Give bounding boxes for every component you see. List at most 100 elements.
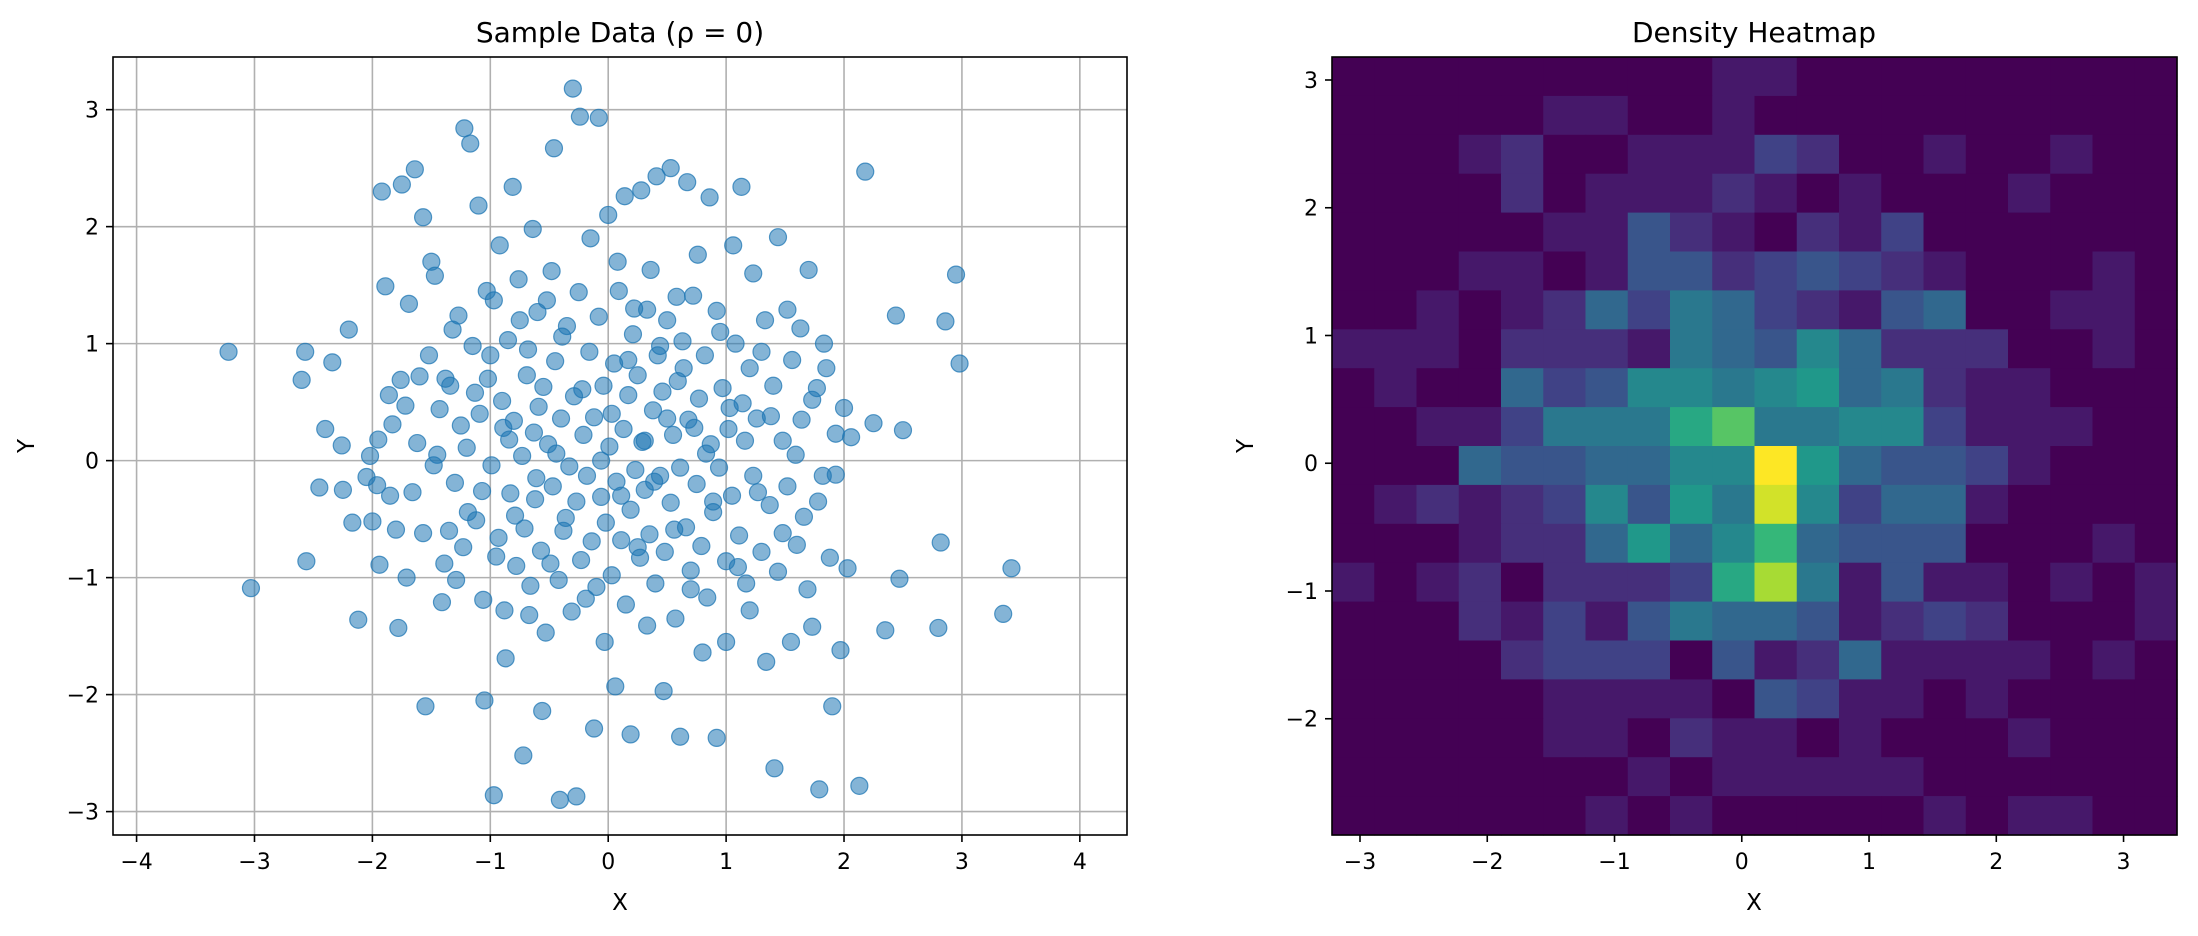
scatter-panel: −4 −3 −2 −1 0 1 2 3 4 −3 −2 −1 0 1 2 3 Sample Data (ρ =… xyxy=(14,16,1128,916)
heatmap-cell xyxy=(1965,251,2009,291)
heatmap-cell xyxy=(1712,601,1756,642)
scatter-point xyxy=(791,319,810,338)
heatmap-cell xyxy=(2008,95,2051,136)
scatter-tick-label-y: −3 xyxy=(67,801,99,826)
scatter-point xyxy=(698,588,717,607)
heatmap-cell xyxy=(1881,718,1925,758)
heatmap-cell xyxy=(1501,368,1544,408)
scatter-point xyxy=(399,294,419,313)
scatter-point xyxy=(391,370,410,389)
scatter-point xyxy=(413,524,433,543)
heatmap-cell xyxy=(1627,134,1671,175)
heatmap-cell xyxy=(1839,484,1882,525)
scatter-point xyxy=(370,555,389,574)
heatmap-cell xyxy=(1712,251,1756,291)
heatmap-cell xyxy=(1501,95,1544,136)
heatmap-cell xyxy=(2008,212,2051,253)
scatter-point xyxy=(376,277,395,296)
heatmap-cell xyxy=(1923,757,1967,797)
heatmap-cell xyxy=(1881,212,1925,253)
scatter-point xyxy=(646,574,665,593)
heatmap-cell xyxy=(2050,679,2094,719)
heatmap-cell xyxy=(2008,329,2051,369)
heatmap-cell xyxy=(1712,290,1756,330)
heatmap-panel: −3 −2 −1 0 1 2 3 −2 −1 0 1 2 3 Density Heatmap X Y xyxy=(1233,16,2178,916)
heatmap-cell xyxy=(1543,95,1587,136)
heatmap-cell xyxy=(2134,562,2178,603)
heatmap-cell xyxy=(1332,95,1375,136)
scatter-point xyxy=(781,632,801,652)
scatter-point xyxy=(372,182,391,201)
scatter-point xyxy=(841,428,861,447)
heatmap-cell xyxy=(1543,757,1587,797)
scatter-point xyxy=(650,466,670,485)
scatter-point xyxy=(834,398,854,418)
heatmap-cell xyxy=(1965,290,2009,330)
heatmap-cell xyxy=(1332,446,1375,486)
scatter-tick-label-x: 1 xyxy=(719,850,733,875)
scatter-point xyxy=(820,548,839,567)
heatmap-cell xyxy=(1670,212,1713,253)
scatter-point xyxy=(562,602,581,621)
scatter-x-axis-label: X xyxy=(612,890,628,916)
heatmap-cell xyxy=(1374,562,1418,603)
scatter-point xyxy=(641,260,660,280)
scatter-point xyxy=(773,524,792,543)
heatmap-cell xyxy=(1754,368,1798,408)
scatter-point xyxy=(931,533,950,552)
heatmap-cell xyxy=(1923,523,1967,564)
scatter-point xyxy=(587,577,606,597)
scatter-point xyxy=(482,456,501,475)
scatter-point xyxy=(472,481,492,501)
heatmap-cell xyxy=(1754,446,1798,486)
heatmap-cell xyxy=(1416,562,1460,603)
heatmap-cell xyxy=(1923,796,1967,836)
heatmap-cell xyxy=(1712,368,1756,408)
heatmap-cell xyxy=(1585,212,1629,253)
heatmap-cell xyxy=(2008,407,2051,447)
heatmap-cell xyxy=(1543,446,1587,486)
scatter-point xyxy=(584,408,604,427)
heatmap-cell xyxy=(2008,446,2051,486)
heatmap-cell xyxy=(1923,640,1967,680)
heatmap-cell xyxy=(2134,484,2178,525)
heatmap-cell xyxy=(1712,57,1756,97)
scatter-point xyxy=(614,419,633,439)
heatmap-cell xyxy=(1881,290,1925,330)
heatmap-cell xyxy=(1458,290,1502,330)
scatter-point xyxy=(864,414,883,433)
heatmap-cell xyxy=(1712,173,1756,214)
scatter-tick-label-x: 2 xyxy=(837,850,851,875)
scatter-point xyxy=(709,458,729,477)
heatmap-cell xyxy=(1458,212,1502,253)
heatmap-cell xyxy=(1585,290,1629,330)
heatmap-cell xyxy=(2092,562,2136,603)
heatmap-cell xyxy=(1627,484,1671,525)
heatmap-cell xyxy=(1839,368,1882,408)
heatmap-cell xyxy=(2050,251,2094,291)
heatmap-cell xyxy=(2134,134,2178,175)
scatter-point xyxy=(343,513,362,532)
scatter-point xyxy=(569,283,588,302)
heatmap-cell xyxy=(1754,407,1798,447)
heatmap-cell xyxy=(1712,484,1756,525)
scatter-point xyxy=(455,119,474,138)
scatter-point xyxy=(814,334,834,353)
scatter-point xyxy=(688,245,707,264)
heatmap-cell xyxy=(1839,601,1882,642)
heatmap-cell xyxy=(1501,640,1544,680)
scatter-point xyxy=(724,236,743,255)
heatmap-cell xyxy=(1458,95,1502,136)
heatmap-cell xyxy=(1881,679,1925,719)
scatter-point xyxy=(564,387,584,406)
scatter-point xyxy=(571,550,591,570)
heatmap-cell xyxy=(2008,640,2051,680)
scatter-point xyxy=(717,552,736,571)
heatmap-cell xyxy=(1416,212,1460,253)
heatmap-cell xyxy=(1585,95,1629,136)
scatter-point xyxy=(678,173,697,192)
scatter-point xyxy=(994,604,1013,623)
heatmap-cell xyxy=(1754,134,1798,175)
heatmap-cell xyxy=(1585,251,1629,291)
